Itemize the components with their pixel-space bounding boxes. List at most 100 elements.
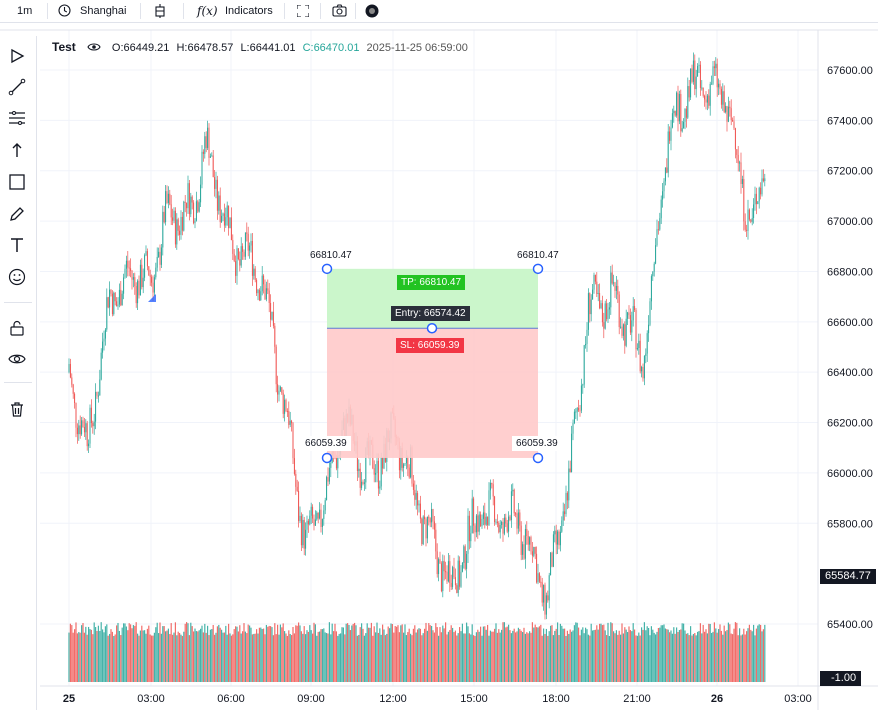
volume-bar xyxy=(232,634,234,682)
volume-bar xyxy=(676,627,678,682)
volume-bar xyxy=(674,633,676,682)
candle-body xyxy=(582,384,584,386)
volume-bar xyxy=(400,625,402,682)
candle-body xyxy=(474,525,476,533)
emoji-icon[interactable] xyxy=(6,266,28,288)
volume-bar xyxy=(739,628,741,682)
trash-icon[interactable] xyxy=(6,398,28,420)
volume-bar xyxy=(366,623,368,682)
toolbar-divider xyxy=(355,3,356,19)
candle-body xyxy=(321,518,323,527)
candle-body xyxy=(426,516,428,539)
volume-bar xyxy=(729,624,731,682)
volume-bar xyxy=(543,628,545,682)
indicators-button[interactable]: Indicators xyxy=(225,5,273,17)
volume-bar xyxy=(163,626,165,682)
candle-body xyxy=(606,303,608,320)
candle-body xyxy=(162,211,164,248)
volume-bar xyxy=(659,627,661,682)
candle-body xyxy=(536,553,538,583)
candle-body xyxy=(573,411,575,423)
candle-body xyxy=(120,289,122,306)
volume-bar xyxy=(146,628,148,682)
volume-bar xyxy=(687,633,689,682)
volume-bar xyxy=(151,635,153,682)
candle-body xyxy=(250,240,252,246)
camera-icon[interactable] xyxy=(332,3,348,19)
candle-body xyxy=(170,204,172,218)
volume-bar xyxy=(167,628,169,682)
chart-type-icon[interactable] xyxy=(154,3,168,19)
volume-bar xyxy=(571,631,573,682)
volume-bar xyxy=(288,630,290,682)
candle-body xyxy=(495,521,497,523)
candle-body xyxy=(188,183,190,215)
volume-bar xyxy=(384,635,386,682)
candle-body xyxy=(88,443,90,447)
fib-icon[interactable] xyxy=(6,107,28,129)
volume-bar xyxy=(761,631,763,682)
volume-bar xyxy=(191,626,193,682)
candle-body xyxy=(267,288,269,291)
candle-body xyxy=(176,219,178,245)
candle-body xyxy=(90,407,92,424)
volume-bar xyxy=(218,624,220,682)
candle-body xyxy=(485,516,487,525)
volume-bar xyxy=(292,627,294,682)
volume-bar xyxy=(641,627,643,682)
candle-body xyxy=(429,518,431,523)
candle-body xyxy=(218,195,220,211)
drag-handle xyxy=(532,452,544,464)
candle-body xyxy=(93,421,95,427)
text-icon[interactable] xyxy=(6,234,28,256)
pencil-icon[interactable] xyxy=(6,203,28,225)
candle-body xyxy=(212,155,214,178)
volume-bar xyxy=(394,626,396,682)
clock-icon[interactable] xyxy=(58,3,72,19)
interval-button[interactable]: 1m xyxy=(17,5,33,17)
rectangle-icon[interactable] xyxy=(6,171,28,193)
volume-bar xyxy=(176,635,178,682)
volume-bar xyxy=(627,632,629,682)
arrow-up-icon[interactable] xyxy=(6,139,28,161)
candle-body xyxy=(522,544,524,555)
candle-body xyxy=(263,275,265,285)
eye-icon[interactable] xyxy=(6,348,28,370)
candle-body xyxy=(438,559,440,575)
fullscreen-icon[interactable] xyxy=(296,3,311,19)
y-tick-label: 67000.00 xyxy=(827,216,873,228)
candle-body xyxy=(225,217,227,226)
candle-body xyxy=(660,199,662,219)
candle-body xyxy=(685,108,687,118)
candle-body xyxy=(172,217,174,221)
candle-body xyxy=(183,201,185,231)
volume-bar xyxy=(494,628,496,682)
lock-icon[interactable] xyxy=(6,317,28,339)
volume-bar xyxy=(96,630,98,682)
volume-bar xyxy=(649,635,651,682)
visibility-eye-icon[interactable] xyxy=(83,42,105,54)
volume-bar xyxy=(345,623,347,682)
timezone-button[interactable]: Shanghai xyxy=(80,5,127,17)
candle-body xyxy=(221,215,223,223)
candle-body xyxy=(375,472,377,475)
volume-bar xyxy=(88,626,90,682)
fx-icon[interactable]: f(x) xyxy=(197,4,218,18)
candle-body xyxy=(557,531,559,545)
volume-bar xyxy=(566,630,568,682)
candle-body xyxy=(249,245,251,251)
candle-body xyxy=(656,229,658,246)
volume-bar xyxy=(526,632,528,682)
candle-body xyxy=(599,292,601,309)
play-icon[interactable] xyxy=(6,45,28,67)
trendline-icon[interactable] xyxy=(6,76,28,98)
candle-body xyxy=(282,392,284,414)
volume-bar xyxy=(589,635,591,682)
candle-body xyxy=(454,577,456,586)
volume-bar xyxy=(256,629,258,682)
candle-body xyxy=(314,519,316,526)
volume-bar xyxy=(631,631,633,682)
volume-bar xyxy=(510,633,512,682)
theme-icon[interactable] xyxy=(365,3,379,19)
